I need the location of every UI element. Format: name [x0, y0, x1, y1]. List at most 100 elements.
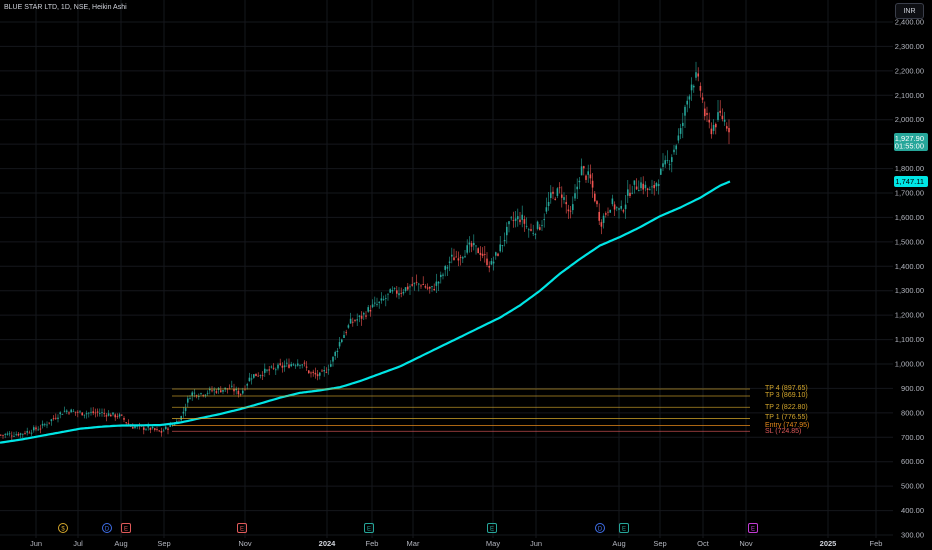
candle-body [530, 229, 532, 231]
candle-body [11, 435, 13, 437]
event-marker-letter: E [751, 527, 755, 533]
candle-body [662, 163, 664, 167]
candle-body [305, 366, 308, 368]
currency-button[interactable]: INR [895, 3, 924, 19]
candle-body [640, 182, 642, 189]
candle-body [158, 430, 160, 432]
candle-body [455, 256, 457, 258]
candle-body [292, 364, 295, 366]
candle-body [675, 145, 677, 150]
candle-body [479, 252, 482, 255]
candle-body [312, 371, 314, 373]
candle-body [378, 301, 380, 303]
candle-body [213, 389, 215, 391]
candle-body [191, 392, 193, 396]
candle-body [418, 283, 420, 285]
candle-body [677, 135, 680, 141]
candle-body [673, 149, 675, 153]
candle-body [446, 267, 449, 269]
event-marker[interactable]: D [102, 523, 112, 533]
y-tick-label: 900.00 [901, 384, 924, 393]
candle-body [664, 160, 666, 165]
candle-body [323, 370, 325, 372]
candle-body [618, 208, 620, 210]
event-marker[interactable]: E [487, 523, 497, 533]
candle-body [389, 289, 391, 293]
candle-body [726, 126, 728, 129]
candle-body [15, 434, 17, 436]
candle-body [94, 412, 97, 414]
level-label: TP 3 (869.10) [765, 392, 808, 399]
level-label: TP 2 (822.80) [765, 404, 808, 411]
x-tick-label: Oct [697, 539, 710, 548]
candle-body [409, 286, 411, 288]
candle-body [558, 187, 561, 189]
candle-body [250, 378, 253, 380]
candle-body [112, 412, 114, 415]
level-label: TP 1 (776.55) [765, 414, 808, 421]
candle-body [160, 431, 163, 433]
y-tick-label: 1,400.00 [895, 262, 924, 271]
candle-body [270, 366, 273, 368]
event-marker[interactable]: E [121, 523, 131, 533]
candle-body [380, 298, 383, 301]
candle-body [561, 194, 563, 198]
candle-body [594, 193, 596, 202]
y-tick-label: 500.00 [901, 482, 924, 491]
event-marker[interactable]: D [595, 523, 605, 533]
event-marker[interactable]: E [237, 523, 247, 533]
x-tick-label: 2024 [319, 539, 337, 548]
y-tick-label: 2,100.00 [895, 91, 924, 100]
event-marker[interactable]: $ [58, 523, 68, 533]
candle-body [470, 243, 473, 247]
event-marker-letter: E [367, 527, 371, 533]
candle-body [55, 417, 57, 419]
candle-body [719, 110, 721, 113]
candle-body [468, 242, 471, 245]
candle-body [330, 364, 332, 367]
candle-body [193, 392, 196, 394]
event-marker[interactable]: E [748, 523, 758, 533]
candle-body [211, 390, 213, 392]
candle-body [501, 245, 504, 247]
candle-body [107, 413, 110, 416]
candle-body [437, 281, 440, 284]
candle-body [620, 205, 622, 209]
candle-body [314, 372, 317, 375]
event-marker[interactable]: E [619, 523, 629, 533]
candle-body [352, 321, 354, 323]
y-tick-label: 400.00 [901, 506, 924, 515]
candle-body [539, 227, 541, 230]
ma-value: 1,747.11 [895, 177, 924, 186]
candle-body [165, 426, 167, 429]
y-tick-label: 1,500.00 [895, 237, 924, 246]
candle-body [110, 414, 112, 417]
candle-body [237, 390, 240, 395]
y-tick-label: 2,000.00 [895, 115, 924, 124]
y-tick-label: 2,300.00 [895, 42, 924, 51]
candle-body [209, 388, 211, 391]
candle-body [391, 290, 394, 292]
candle-body [363, 313, 365, 315]
y-tick-label: 600.00 [901, 457, 924, 466]
candle-body [514, 218, 517, 221]
event-marker-letter: $ [61, 527, 65, 533]
candle-body [61, 414, 64, 415]
candle-body [506, 226, 508, 236]
candle-body [72, 410, 75, 412]
candle-body [462, 257, 464, 259]
candle-body [235, 388, 237, 391]
candle-body [528, 229, 530, 231]
candle-body [717, 112, 719, 121]
candle-body [92, 411, 94, 414]
event-marker[interactable]: E [364, 523, 374, 533]
candle-body [224, 387, 226, 390]
candle-body [167, 428, 169, 430]
y-tick-label: 1,600.00 [895, 213, 924, 222]
candle-body [341, 339, 343, 343]
candle-body [649, 189, 651, 191]
candle-body [534, 234, 537, 235]
candle-body [715, 123, 717, 128]
candle-body [591, 180, 594, 188]
